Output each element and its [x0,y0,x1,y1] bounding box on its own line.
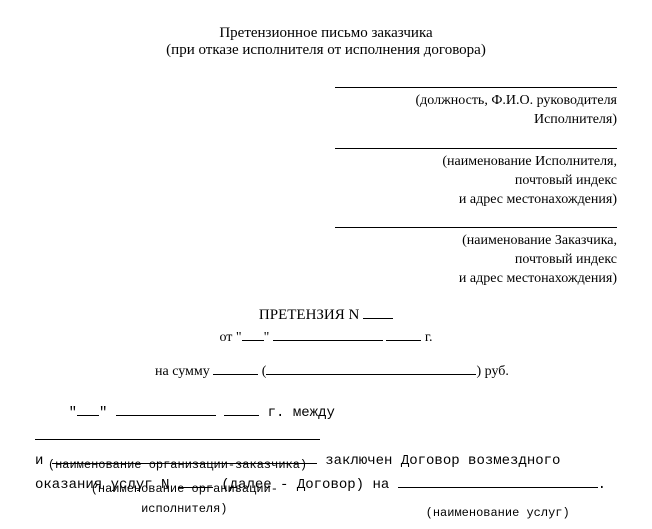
body-day-blank [77,415,99,416]
services-caption: (наименование услуг) [398,503,598,523]
addr2-l3: и адрес местонахождения) [459,192,617,207]
date-month-blank [273,340,383,341]
sum-words-blank [266,374,476,375]
addr3-l1: (наименование Заказчика, [462,233,617,248]
year-suffix: г. [425,330,433,345]
customer-caption: (наименование организации-заказчика) [35,455,320,475]
executor-blank: (наименование организации-исполнителя) [52,463,317,464]
claim-number-blank [363,318,393,319]
title-line-2: (при отказе исполнителя от исполнения до… [35,42,617,59]
body-text: "" г. между (наименование организации-за… [35,402,617,497]
claim-word: ПРЕТЕНЗИЯ N [259,307,359,323]
addr1-l2: Исполнителя) [534,112,617,127]
sum-prefix: на сумму [155,364,210,379]
body-month-blank [116,415,216,416]
customer-blank: (наименование организации-заказчика) [35,439,320,440]
body-concluded: заключен Договор возмездного [325,453,560,469]
services-blank: (наименование услуг) [398,487,598,488]
addressee-block-1: (должность, Ф.И.О. руководителя Исполнит… [35,87,617,130]
sum-rub: руб. [485,364,509,379]
body-between: между [293,405,335,421]
addressee-rule-1 [335,87,617,89]
date-prefix: от [219,330,232,345]
addressee-block-3: (наименование Заказчика, почтовый индекс… [35,227,617,289]
addressee-caption-1: (должность, Ф.И.О. руководителя Исполнит… [35,92,617,130]
body-year-blank [224,415,259,416]
addressee-block-2: (наименование Исполнителя, почтовый инде… [35,148,617,210]
document-title-block: Претензионное письмо заказчика (при отка… [35,25,617,59]
addressee-caption-3: (наименование Заказчика, почтовый индекс… [35,232,617,289]
claim-heading: ПРЕТЕНЗИЯ N [35,307,617,324]
date-day-blank [242,340,264,341]
sum-num-blank [213,374,258,375]
title-line-1: Претензионное письмо заказчика [35,25,617,42]
addr2-l1: (наименование Исполнителя, [442,154,617,169]
addr1-l1: (должность, Ф.И.О. руководителя [416,93,618,108]
date-year-blank [386,340,421,341]
claim-date-line: от "" г. [35,330,617,346]
addressee-caption-2: (наименование Исполнителя, почтовый инде… [35,153,617,210]
addr2-l2: почтовый индекс [515,173,617,188]
executor-caption: (наименование организации-исполнителя) [52,479,317,520]
addr3-l2: почтовый индекс [515,252,617,267]
addressee-rule-3 [335,227,617,229]
addr3-l3: и адрес местонахождения) [459,271,617,286]
addressee-rule-2 [335,148,617,150]
body-g: г. [268,405,285,421]
sum-line: на сумму () руб. [155,364,617,380]
